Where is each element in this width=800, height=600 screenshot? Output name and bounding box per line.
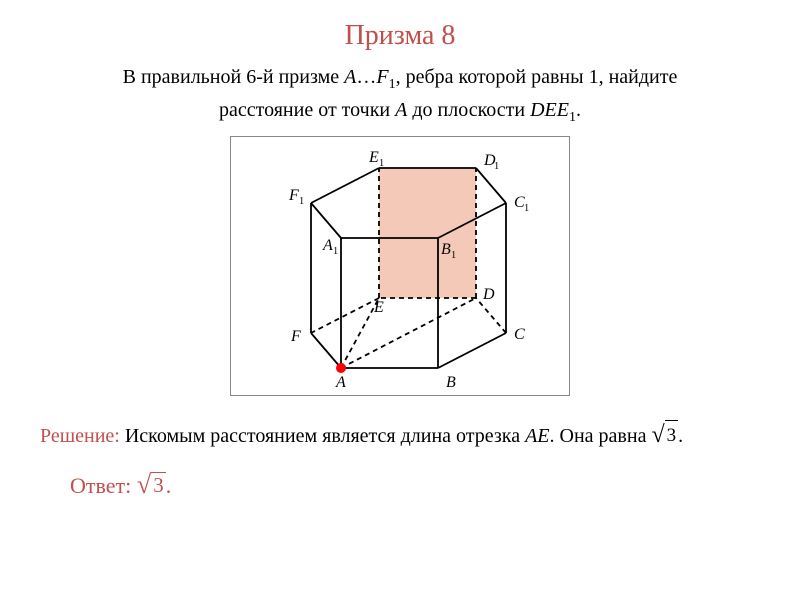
var: DEE: [530, 99, 569, 121]
sqrt-arg: 3: [151, 472, 165, 498]
svg-text:C: C: [514, 326, 525, 343]
svg-text:F: F: [288, 187, 299, 204]
solution-text: . Она равна: [550, 425, 652, 447]
solution-text: .: [678, 425, 683, 447]
svg-text:B: B: [446, 374, 456, 391]
solution-label: Решение:: [40, 425, 120, 447]
svg-text:1: 1: [451, 250, 456, 261]
var: A: [395, 99, 407, 121]
problem-text: В правильной 6-й призме: [123, 66, 345, 88]
svg-text:E: E: [368, 149, 379, 166]
problem-text: .: [576, 99, 581, 121]
solution-text: Искомым расстоянием является длина отрез…: [120, 425, 525, 447]
svg-text:A: A: [322, 237, 333, 254]
svg-text:F: F: [290, 328, 301, 345]
problem-text: расстояние от точки: [219, 99, 395, 121]
svg-text:1: 1: [524, 203, 529, 214]
var: AE: [525, 425, 549, 447]
solution: Решение: Искомым расстоянием является дл…: [40, 416, 760, 454]
svg-text:B: B: [441, 241, 451, 258]
svg-text:D: D: [482, 286, 495, 303]
prism-diagram: ABCDEFA1B1C1D1E1F1: [230, 136, 570, 396]
sub: 1: [389, 77, 396, 92]
svg-text:1: 1: [299, 196, 304, 207]
title: Призма 8: [40, 20, 760, 52]
problem-statement: В правильной 6-й призме A…F1, ребра кото…: [40, 62, 760, 128]
answer-post: .: [166, 473, 172, 498]
problem-text: , ребра которой равны 1, найдите: [396, 66, 678, 88]
svg-text:A: A: [335, 374, 346, 391]
diagram-container: ABCDEFA1B1C1D1E1F1: [40, 136, 760, 396]
sub: 1: [569, 110, 576, 125]
sqrt: √3: [137, 469, 166, 500]
var: A: [344, 66, 356, 88]
sqrt-sign: √: [137, 469, 151, 500]
svg-text:1: 1: [494, 161, 499, 172]
svg-text:1: 1: [333, 246, 338, 257]
answer-value: √3.: [137, 473, 171, 498]
problem-text: до плоскости: [407, 99, 530, 121]
sqrt: √3: [651, 416, 678, 454]
title-text: Призма 8: [345, 20, 456, 51]
answer: Ответ: √3.: [70, 469, 760, 500]
sqrt-arg: 3: [665, 420, 679, 451]
problem-text: …: [356, 66, 376, 88]
svg-text:E: E: [373, 299, 384, 316]
var: F: [376, 66, 388, 88]
svg-text:1: 1: [379, 158, 384, 169]
answer-label: Ответ:: [70, 473, 131, 498]
sqrt-sign: √: [651, 416, 664, 454]
